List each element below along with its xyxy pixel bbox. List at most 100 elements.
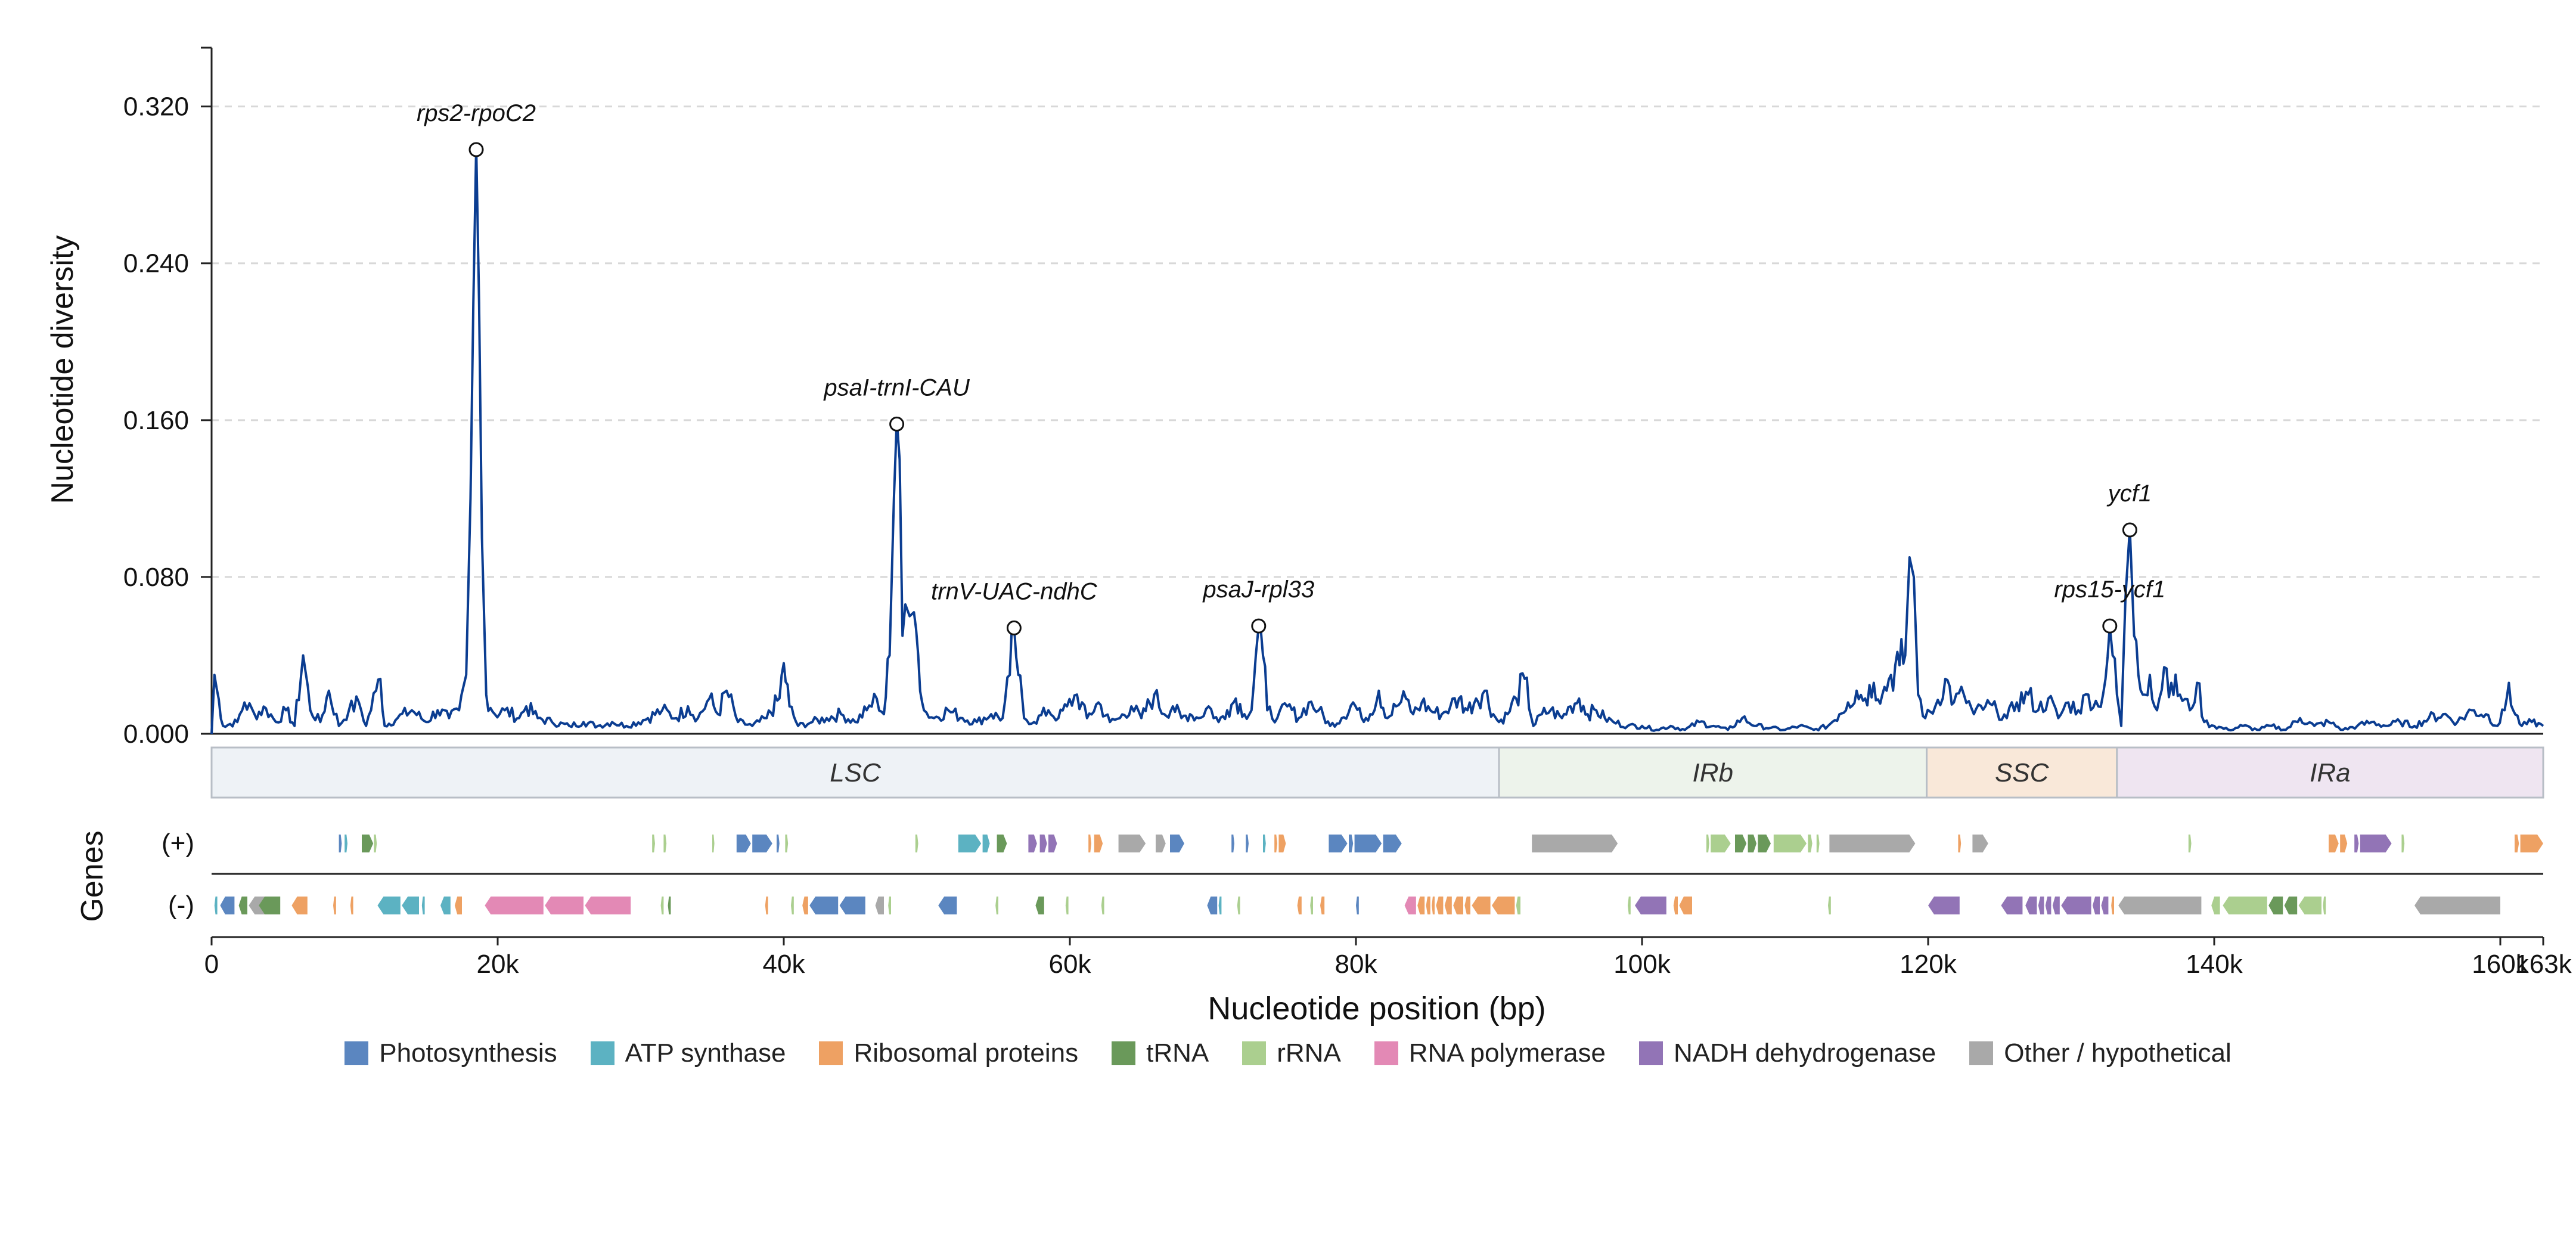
diversity-series-line bbox=[210, 144, 2544, 734]
y-axis-label: Nucleotide diversity bbox=[45, 235, 80, 504]
gene-plus-strand bbox=[2520, 835, 2543, 852]
x-tick-label: 20k bbox=[477, 950, 520, 979]
gene-plus-strand bbox=[915, 835, 918, 852]
gene-minus-strand bbox=[1679, 897, 1692, 914]
region-block bbox=[1498, 746, 1928, 799]
gene-minus-strand bbox=[839, 897, 865, 914]
genes-axis-label: Genes bbox=[75, 830, 110, 922]
gene-minus-strand bbox=[1426, 897, 1430, 914]
legend-label: NADH dehydrogenase bbox=[1673, 1038, 1936, 1068]
gene-plus-strand bbox=[1354, 835, 1382, 852]
gene-tracks bbox=[212, 835, 2543, 914]
region-label: IRb bbox=[1693, 758, 1733, 787]
gene-minus-strand bbox=[888, 897, 891, 914]
legend-item: tRNA bbox=[1112, 1038, 1209, 1068]
gene-minus-strand bbox=[377, 897, 401, 914]
gene-plus-strand bbox=[374, 835, 377, 852]
gene-minus-strand bbox=[875, 897, 884, 914]
gene-minus-strand bbox=[809, 897, 839, 914]
axes: 0.000 0.080 0.160 0.240 0.320 0 20k 40k 60k 80k 10… bbox=[123, 46, 2572, 979]
gene-plus-strand bbox=[997, 835, 1007, 852]
peak-marker bbox=[2122, 522, 2137, 538]
gene-minus-strand bbox=[1065, 897, 1069, 914]
gene-plus-strand bbox=[1735, 835, 1747, 852]
gene-plus-strand bbox=[982, 835, 990, 852]
strand-plus-label: (+) bbox=[162, 829, 194, 858]
gene-minus-strand bbox=[1310, 897, 1313, 914]
legend-swatch bbox=[1242, 1041, 1267, 1065]
gene-minus-strand bbox=[1828, 897, 1831, 914]
gene-minus-strand bbox=[802, 897, 808, 914]
gene-minus-strand bbox=[1320, 897, 1325, 914]
peak-label: ycf1 bbox=[2106, 480, 2152, 507]
gene-plus-strand bbox=[1329, 835, 1348, 852]
peak-marker bbox=[468, 142, 484, 157]
gene-plus-strand bbox=[1118, 835, 1146, 852]
gene-plus-strand bbox=[652, 835, 655, 852]
diversity-line-plot bbox=[210, 144, 2544, 734]
legend-item: ATP synthase bbox=[590, 1038, 786, 1068]
gene-minus-strand bbox=[1101, 897, 1104, 914]
x-tick-label: 140k bbox=[2186, 950, 2243, 979]
gene-minus-strand bbox=[238, 897, 247, 914]
gene-minus-strand bbox=[2211, 897, 2220, 914]
peak-label: rps15-ycf1 bbox=[2054, 576, 2165, 603]
gene-plus-strand bbox=[1028, 835, 1037, 852]
region-block bbox=[1926, 746, 2118, 799]
gridlines bbox=[212, 106, 2543, 578]
legend-swatch bbox=[1374, 1041, 1398, 1065]
gene-plus-strand bbox=[1039, 835, 1047, 852]
gene-minus-strand bbox=[765, 897, 768, 914]
legend-label: RNA polymerase bbox=[1408, 1038, 1606, 1068]
y-tick-label: 0.320 bbox=[123, 92, 189, 122]
peak-label: psaI-trnI-CAU bbox=[823, 374, 970, 401]
gene-minus-strand bbox=[2001, 897, 2023, 914]
gene-plus-strand bbox=[1816, 835, 1820, 852]
gene-minus-strand bbox=[2045, 897, 2052, 914]
legend-swatch bbox=[1112, 1041, 1136, 1065]
gene-minus-strand bbox=[1444, 897, 1452, 914]
legend-label: rRNA bbox=[1277, 1038, 1341, 1068]
gene-plus-strand bbox=[1349, 835, 1354, 852]
gene-plus-strand bbox=[1972, 835, 1988, 852]
gene-minus-strand bbox=[1673, 897, 1678, 914]
gene-plus-strand bbox=[958, 835, 982, 852]
gene-plus-strand bbox=[362, 835, 374, 852]
gene-minus-strand bbox=[291, 897, 308, 914]
gene-plus-strand bbox=[339, 835, 342, 852]
legend-item: NADH dehydrogenase bbox=[1638, 1038, 1936, 1068]
gene-minus-strand bbox=[2268, 897, 2283, 914]
legend-label: Photosynthesis bbox=[379, 1038, 557, 1068]
gene-plus-strand bbox=[2354, 835, 2359, 852]
gene-minus-strand bbox=[214, 897, 218, 914]
gene-plus-strand bbox=[1958, 835, 1962, 852]
x-axis-label: Nucleotide position (bp) bbox=[1208, 991, 1545, 1026]
peak-marker bbox=[889, 416, 905, 432]
x-tick-label: 80k bbox=[1335, 950, 1378, 979]
x-tick-label: 60k bbox=[1049, 950, 1092, 979]
gene-plus-strand bbox=[1263, 835, 1266, 852]
chart-legend: Photosynthesis ATP synthase Ribosomal prot… bbox=[0, 1038, 2576, 1068]
peak-annotations: rps2-rpoC2 psaI-trnI-CAU trnV-UAC-ndhC psaJ… bbox=[417, 100, 2165, 635]
legend-item: rRNA bbox=[1242, 1038, 1341, 1068]
gene-minus-strand bbox=[1436, 897, 1444, 914]
peak-marker bbox=[2102, 618, 2118, 634]
gene-minus-strand bbox=[1516, 897, 1520, 914]
peak-marker bbox=[1251, 618, 1267, 634]
x-tick-label: 160k bbox=[2472, 950, 2529, 979]
gene-minus-strand bbox=[1218, 897, 1222, 914]
gene-minus-strand bbox=[333, 897, 336, 914]
gene-minus-strand bbox=[1432, 897, 1435, 914]
legend-item: Other / hypothetical bbox=[1969, 1038, 2232, 1068]
gene-plus-strand bbox=[1094, 835, 1103, 852]
legend-label: ATP synthase bbox=[625, 1038, 786, 1068]
gene-plus-strand bbox=[1278, 835, 1286, 852]
gene-minus-strand bbox=[545, 897, 584, 914]
gene-plus-strand bbox=[736, 835, 751, 852]
gene-plus-strand bbox=[1758, 835, 1771, 852]
gene-plus-strand bbox=[1088, 835, 1091, 852]
gene-plus-strand bbox=[1048, 835, 1057, 852]
gene-plus-strand bbox=[1829, 835, 1916, 852]
y-tick-label: 0.000 bbox=[123, 719, 189, 749]
